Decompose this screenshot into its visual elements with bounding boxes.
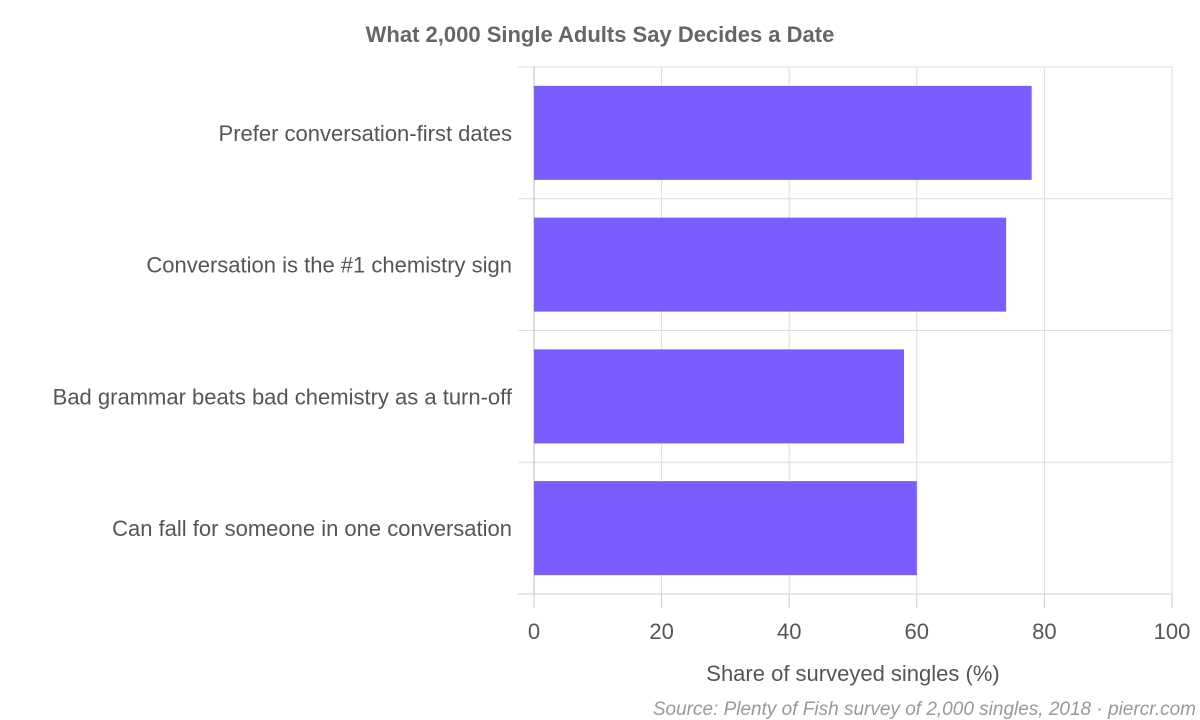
x-axis: 0 20 40 60 80 100 xyxy=(518,593,1191,644)
bar[interactable] xyxy=(534,481,917,576)
x-tick-label: 80 xyxy=(1032,619,1056,644)
chart-title: What 2,000 Single Adults Say Decides a D… xyxy=(366,22,835,47)
category-label: Prefer conversation-first dates xyxy=(219,121,512,146)
x-tick-label: 40 xyxy=(777,619,801,644)
x-axis-title: Share of surveyed singles (%) xyxy=(706,661,999,686)
x-tick-label: 20 xyxy=(649,619,673,644)
bar[interactable] xyxy=(534,85,1032,180)
x-tick-label: 100 xyxy=(1154,619,1191,644)
bar[interactable] xyxy=(534,217,1007,312)
x-tick-label: 60 xyxy=(905,619,929,644)
x-tick-label: 0 xyxy=(528,619,540,644)
category-label: Bad grammar beats bad chemistry as a tur… xyxy=(53,384,513,409)
source-note: Source: Plenty of Fish survey of 2,000 s… xyxy=(653,699,1196,720)
bars xyxy=(534,85,1032,576)
category-label: Conversation is the #1 chemistry sign xyxy=(146,253,512,278)
bar[interactable] xyxy=(534,349,905,444)
category-labels: Prefer conversation-first dates Conversat… xyxy=(53,121,513,541)
category-label: Can fall for someone in one conversation xyxy=(112,516,512,541)
